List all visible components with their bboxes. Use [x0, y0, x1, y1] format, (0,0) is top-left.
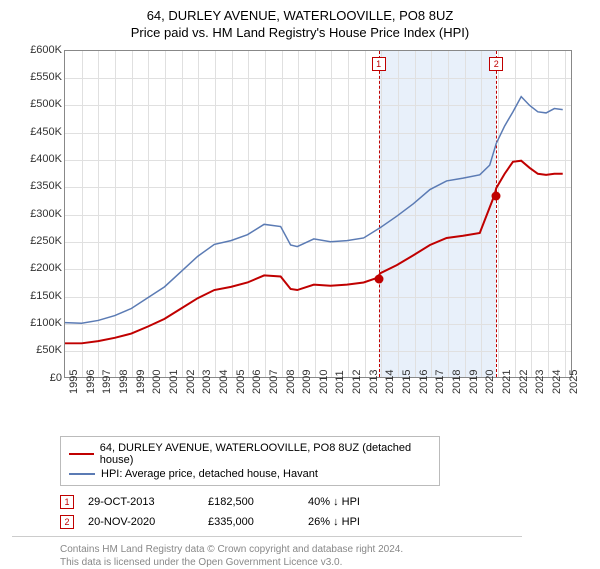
y-tick-label: £150K [18, 290, 62, 302]
footer-line-2: This data is licensed under the Open Gov… [60, 556, 588, 569]
plot-region: 12 [64, 50, 572, 378]
sale-date: 20-NOV-2020 [88, 516, 208, 528]
title-line-2: Price paid vs. HM Land Registry's House … [12, 25, 588, 42]
sale-row: 2 20-NOV-2020£335,00026% ↓ HPI [60, 512, 588, 532]
sale-marker: 1 [60, 495, 74, 509]
y-tick-label: £600K [18, 44, 62, 56]
y-tick-label: £400K [18, 153, 62, 165]
legend-item-red: 64, DURLEY AVENUE, WATERLOOVILLE, PO8 8U… [69, 441, 431, 467]
y-tick-label: £300K [18, 208, 62, 220]
chart-title: 64, DURLEY AVENUE, WATERLOOVILLE, PO8 8U… [12, 8, 588, 42]
y-tick-label: £0 [18, 372, 62, 384]
marker-label: 1 [372, 57, 386, 71]
chart-area: £0 £50K £100K £150K £200K £250K £300K £350K £400… [18, 48, 578, 408]
legend-swatch-red [69, 453, 94, 455]
legend-item-blue: HPI: Average price, detached house, Hava… [69, 467, 431, 481]
marker-label: 2 [489, 57, 503, 71]
marker-dot [374, 275, 383, 284]
marker-dot [492, 191, 501, 200]
footer-line-1: Contains HM Land Registry data © Crown c… [60, 543, 588, 556]
footer-divider [12, 536, 522, 537]
sale-row: 1 29-OCT-2013£182,50040% ↓ HPI [60, 492, 588, 512]
y-tick-label: £450K [18, 126, 62, 138]
y-tick-label: £200K [18, 262, 62, 274]
sale-price: £182,500 [208, 496, 308, 508]
sale-date: 29-OCT-2013 [88, 496, 208, 508]
y-tick-label: £550K [18, 71, 62, 83]
y-tick-label: £350K [18, 180, 62, 192]
legend: 64, DURLEY AVENUE, WATERLOOVILLE, PO8 8U… [60, 436, 440, 486]
sale-delta: 40% ↓ HPI [308, 496, 428, 508]
y-tick-label: £500K [18, 98, 62, 110]
sale-marker: 2 [60, 515, 74, 529]
lines-layer [65, 51, 571, 377]
legend-label-blue: HPI: Average price, detached house, Hava… [101, 468, 318, 480]
series-line-red [65, 161, 563, 344]
footer: Contains HM Land Registry data © Crown c… [60, 543, 588, 569]
y-tick-label: £100K [18, 317, 62, 329]
sales-table: 1 29-OCT-2013£182,50040% ↓ HPI 2 20-NOV-202… [60, 492, 588, 532]
title-line-1: 64, DURLEY AVENUE, WATERLOOVILLE, PO8 8U… [12, 8, 588, 25]
y-tick-label: £250K [18, 235, 62, 247]
legend-label-red: 64, DURLEY AVENUE, WATERLOOVILLE, PO8 8U… [100, 442, 431, 466]
sale-delta: 26% ↓ HPI [308, 516, 428, 528]
legend-swatch-blue [69, 473, 95, 475]
y-tick-label: £50K [18, 344, 62, 356]
sale-price: £335,000 [208, 516, 308, 528]
